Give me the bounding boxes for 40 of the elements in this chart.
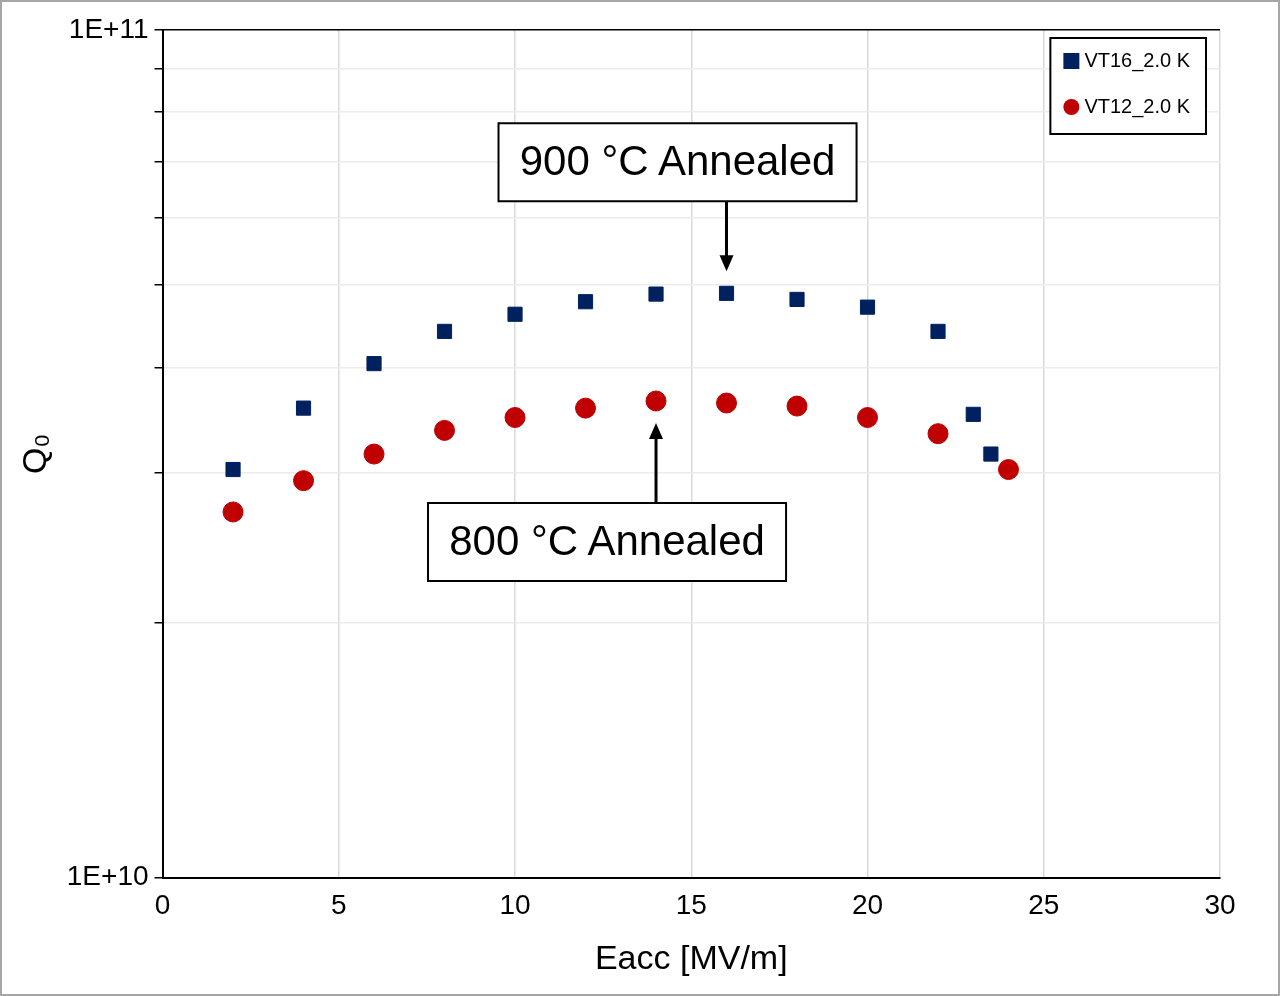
point xyxy=(857,407,879,428)
point xyxy=(434,419,456,441)
point xyxy=(983,446,999,462)
point xyxy=(716,392,738,414)
point xyxy=(507,306,523,322)
point xyxy=(927,423,949,445)
x-tick-label: 25 xyxy=(1028,889,1060,921)
point xyxy=(789,291,805,307)
point xyxy=(366,356,382,372)
point xyxy=(965,406,981,422)
x-tick-label: 0 xyxy=(154,889,171,921)
point xyxy=(859,299,876,315)
point xyxy=(225,461,241,478)
point xyxy=(575,397,597,419)
point xyxy=(295,400,312,416)
point xyxy=(718,285,735,301)
point xyxy=(436,323,453,339)
point xyxy=(998,459,1020,481)
x-tick-label: 15 xyxy=(675,889,707,921)
x-tick-label: 30 xyxy=(1204,889,1236,921)
y-tick-label: 1E+11 xyxy=(68,12,149,44)
y-axis-title: Q₀ xyxy=(14,433,53,475)
x-axis-title: Eacc [MV/m] xyxy=(594,937,788,976)
point xyxy=(930,323,946,339)
x-tick-label: 5 xyxy=(331,889,347,921)
x-tick-label: 10 xyxy=(499,889,531,921)
point xyxy=(293,470,315,492)
annotation: 900 °C Annealed xyxy=(519,136,836,184)
point xyxy=(786,395,808,417)
annotation: 800 °C Annealed xyxy=(449,516,765,564)
point xyxy=(363,443,385,465)
point xyxy=(577,294,594,310)
point xyxy=(222,501,244,523)
x-tick-label: 20 xyxy=(851,889,884,921)
point xyxy=(504,407,526,428)
point xyxy=(648,286,664,302)
y-tick-label: 1E+10 xyxy=(66,860,149,892)
legend-label: VT12_2.0 K xyxy=(1084,94,1191,118)
legend-label: VT16_2.0 K xyxy=(1084,48,1191,72)
point xyxy=(645,390,667,412)
